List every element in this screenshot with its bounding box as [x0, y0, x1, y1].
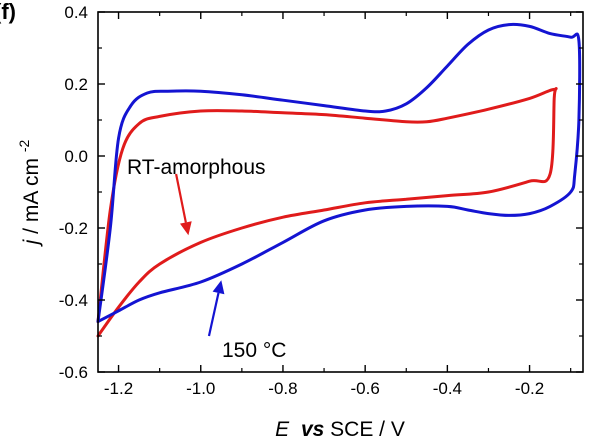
series-layer: [96, 22, 582, 338]
annotation-arrowhead-rt-amorphous: [180, 221, 192, 236]
x-tick-label: -0.4: [433, 379, 462, 398]
x-axis-title-symbol: E: [275, 418, 290, 441]
y-tick-label: -0.6: [59, 363, 88, 382]
y-tick-label: 0.2: [64, 75, 88, 94]
y-axis-title-exponent: -2: [16, 139, 32, 152]
x-tick-label: -0.8: [268, 379, 297, 398]
y-axis-title-symbol: j: [20, 238, 43, 247]
y-tick-label: -0.4: [59, 291, 88, 310]
x-tick-label: -0.6: [351, 379, 380, 398]
y-axis-title-rest: / mA cm: [20, 158, 43, 234]
x-axis: -1.2 -1.0 -0.8 -0.6 -0.4 -0.2: [104, 12, 572, 398]
x-tick-label: -0.2: [515, 379, 544, 398]
plot-frame: [97, 11, 584, 373]
series-rt-amorphous-line: [96, 87, 558, 338]
x-tick-label: -1.0: [186, 379, 215, 398]
x-axis-title-rest: SCE / V: [330, 418, 405, 441]
annotation-150c: 150 °C: [222, 339, 286, 362]
panel-label: (f): [0, 0, 16, 24]
annotation-rt-amorphous: RT-amorphous: [127, 156, 266, 179]
y-axis-title: j / mA cm -2: [16, 139, 43, 247]
y-tick-label: -0.2: [59, 219, 88, 238]
x-tick-label: -1.2: [104, 379, 133, 398]
x-axis-title: E vs SCE / V: [275, 418, 405, 441]
x-axis-title-vs: vs: [301, 418, 324, 441]
y-axis: -0.6 -0.4 -0.2 0.0 0.2 0.4: [59, 3, 583, 382]
annotation-layer: [175, 173, 225, 337]
annotation-arrowhead-150c: [212, 280, 225, 295]
annotation-arrow-rt-amorphous: [175, 173, 187, 223]
series-150c-line: [96, 22, 582, 324]
y-tick-label: 0.0: [64, 147, 88, 166]
y-tick-label: 0.4: [64, 3, 88, 22]
annotation-arrow-150c: [207, 292, 220, 337]
